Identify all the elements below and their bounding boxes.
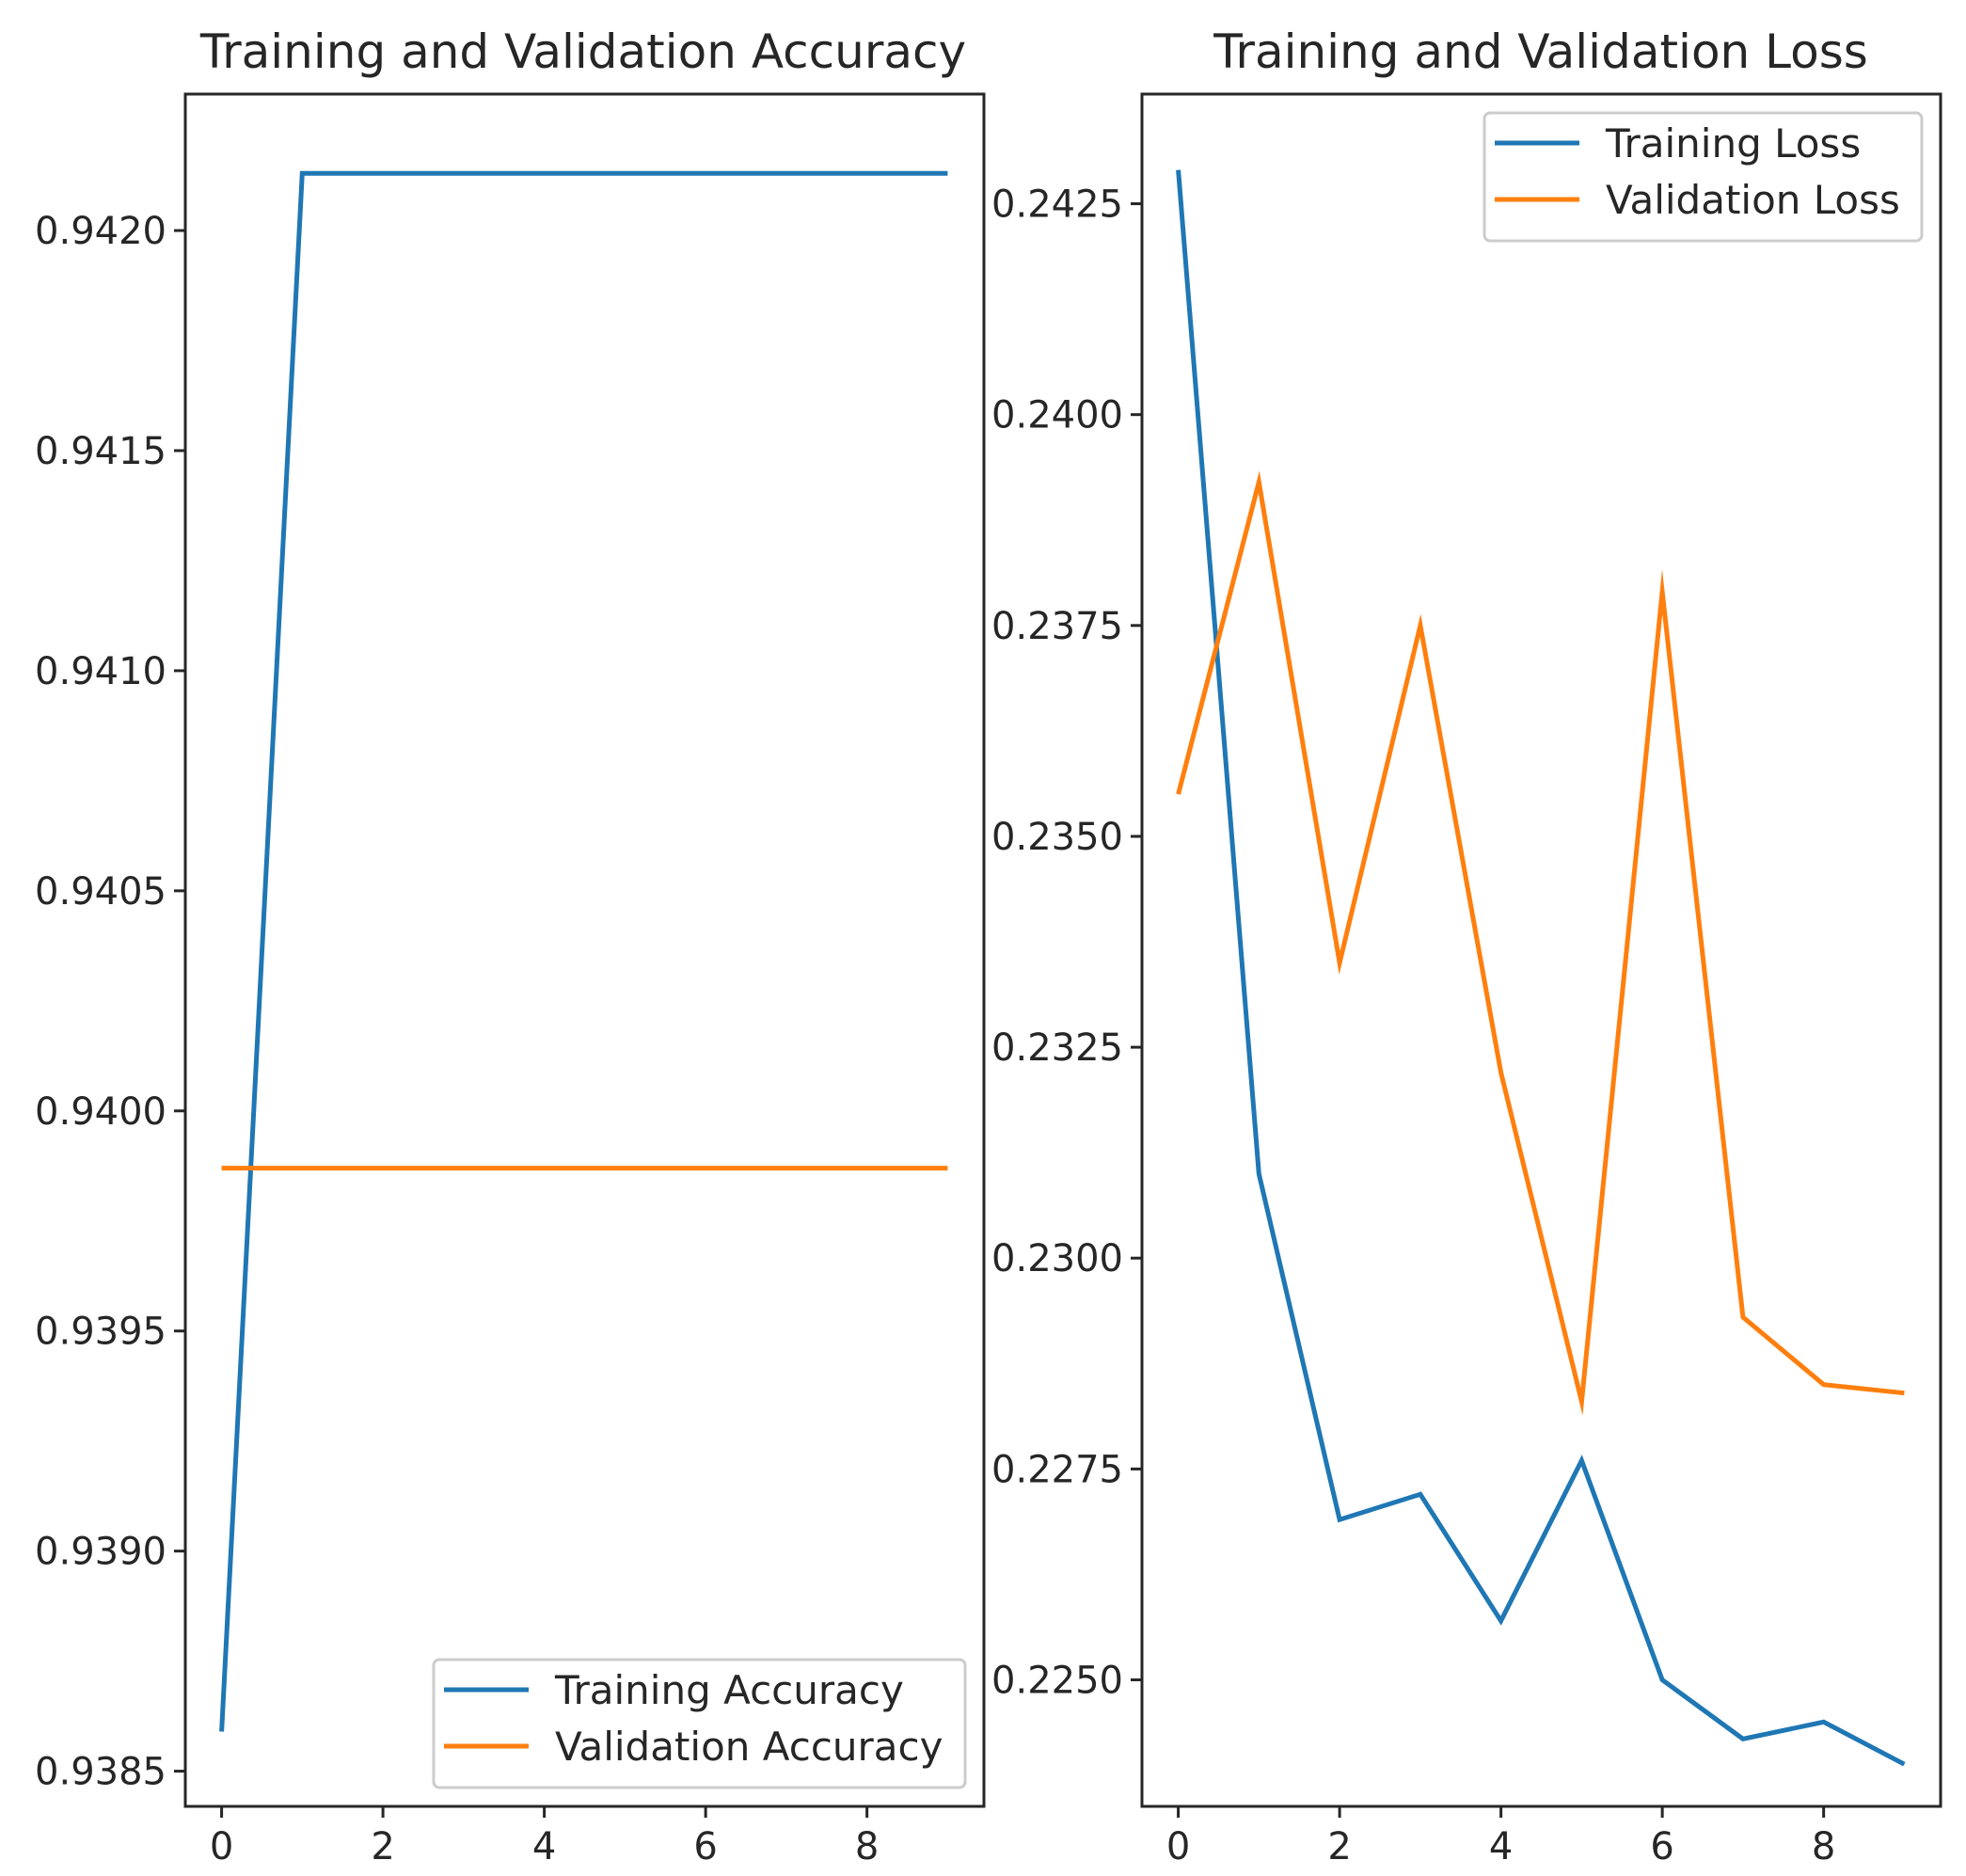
series-line-validation-loss bbox=[1176, 470, 1905, 1416]
accuracy-legend-box bbox=[432, 1658, 967, 1789]
loss-y-tick-label: 0.2325 bbox=[991, 1026, 1123, 1070]
loss-x-tick-label: 6 bbox=[1650, 1825, 1673, 1868]
accuracy-x-tick-label: 8 bbox=[855, 1825, 879, 1868]
loss-x-axis: 0 2 4 6 8 bbox=[1166, 1806, 1835, 1868]
accuracy-chart: Training and Validation Accuracy 0.93850… bbox=[35, 24, 986, 1868]
loss-legend-box bbox=[1482, 111, 1924, 243]
loss-y-tick-label: 0.2400 bbox=[991, 394, 1123, 437]
accuracy-y-tick-label: 0.9405 bbox=[35, 870, 166, 914]
accuracy-series-group bbox=[219, 170, 948, 1732]
loss-x-tick-label: 2 bbox=[1327, 1825, 1351, 1868]
loss-y-tick-label: 0.2425 bbox=[991, 183, 1123, 227]
loss-series-group bbox=[1176, 169, 1906, 1767]
loss-axes-frame bbox=[1140, 92, 1942, 1808]
accuracy-y-tick-label: 0.9420 bbox=[35, 210, 166, 253]
accuracy-x-tick-label: 4 bbox=[532, 1825, 556, 1868]
loss-y-tick-label: 0.2300 bbox=[991, 1237, 1123, 1280]
accuracy-y-axis: 0.9385 0.9390 0.9395 0.9400 0.9405 0.9410 0.94… bbox=[35, 210, 185, 1794]
loss-y-axis: 0.2250 0.2275 0.2300 0.2325 0.2350 0.2375 0.24… bbox=[991, 183, 1142, 1703]
accuracy-x-axis: 0 2 4 6 8 bbox=[210, 1806, 879, 1868]
series-line-training-loss bbox=[1176, 169, 1906, 1767]
loss-plot-area bbox=[1142, 94, 1941, 1806]
loss-x-tick-label: 0 bbox=[1166, 1825, 1190, 1868]
legend-label-validation-accuracy: Validation Accuracy bbox=[555, 1724, 943, 1770]
accuracy-y-tick-label: 0.9385 bbox=[35, 1751, 166, 1794]
accuracy-chart-title: Training and Validation Accuracy bbox=[199, 24, 966, 79]
loss-legend: Training Loss Validation Loss bbox=[1482, 111, 1924, 243]
accuracy-y-tick-label: 0.9415 bbox=[35, 430, 166, 473]
accuracy-y-tick-label: 0.9395 bbox=[35, 1311, 166, 1354]
accuracy-axes-frame bbox=[183, 92, 986, 1808]
legend-label-training-loss: Training Loss bbox=[1605, 120, 1861, 167]
loss-chart: Training and Validation Loss 0.2250 0.227… bbox=[991, 24, 1942, 1868]
loss-x-tick-label: 8 bbox=[1812, 1825, 1835, 1868]
accuracy-y-tick-label: 0.9410 bbox=[35, 650, 166, 693]
accuracy-y-tick-label: 0.9400 bbox=[35, 1090, 166, 1134]
loss-y-tick-label: 0.2375 bbox=[991, 605, 1123, 648]
loss-y-tick-label: 0.2350 bbox=[991, 816, 1123, 859]
accuracy-y-tick-label: 0.9390 bbox=[35, 1531, 166, 1574]
accuracy-plot-area bbox=[185, 94, 984, 1806]
accuracy-legend: Training Accuracy Validation Accuracy bbox=[432, 1658, 967, 1789]
accuracy-x-tick-label: 0 bbox=[210, 1825, 233, 1868]
accuracy-x-tick-label: 6 bbox=[693, 1825, 717, 1868]
legend-label-validation-loss: Validation Loss bbox=[1606, 177, 1900, 223]
loss-y-tick-label: 0.2275 bbox=[991, 1448, 1123, 1491]
accuracy-x-tick-label: 2 bbox=[371, 1825, 394, 1868]
loss-x-tick-label: 4 bbox=[1489, 1825, 1513, 1868]
series-line-training-accuracy bbox=[219, 170, 948, 1732]
legend-label-training-accuracy: Training Accuracy bbox=[554, 1667, 904, 1713]
loss-chart-title: Training and Validation Loss bbox=[1213, 24, 1868, 79]
loss-y-tick-label: 0.2250 bbox=[991, 1660, 1123, 1703]
